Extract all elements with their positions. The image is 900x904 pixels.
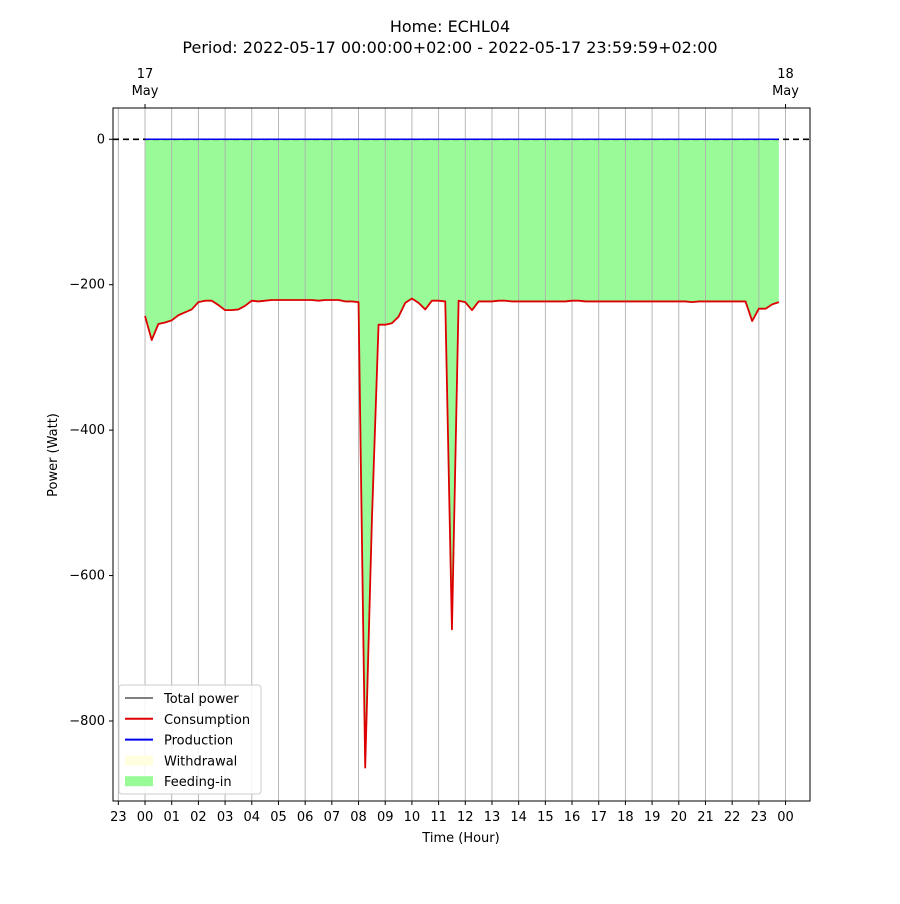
x-tick-label: 23 — [110, 810, 127, 825]
x-tick-label: 14 — [510, 810, 527, 825]
x-tick-label: 12 — [457, 810, 474, 825]
x-tick-label: 17 — [590, 810, 607, 825]
x-tick-label: 03 — [217, 810, 234, 825]
y-tick-label: −600 — [69, 569, 105, 584]
y-tick-label: −200 — [69, 278, 105, 293]
x-tick-label: 15 — [537, 810, 554, 825]
x-tick-label: 21 — [697, 810, 714, 825]
feeding-in-area — [145, 139, 779, 768]
x-tick-label: 00 — [137, 810, 154, 825]
x-tick-label: 04 — [244, 810, 261, 825]
chart-subtitle: Period: 2022-05-17 00:00:00+02:00 - 2022… — [182, 38, 717, 57]
x-tick-label: 19 — [644, 810, 661, 825]
y-tick-label: −400 — [69, 423, 105, 438]
plot-area: 0 −200 −400 −600 −800 23 00 01 02 03 04 05 06 07 08 09 1… — [69, 67, 811, 825]
legend-label: Consumption — [164, 713, 250, 728]
x-axis-label: Time (Hour) — [421, 831, 499, 846]
x-tick-label: 02 — [190, 810, 207, 825]
y-tick-label: 0 — [97, 132, 105, 147]
x-tick-label: 13 — [484, 810, 501, 825]
legend-swatch-feeding-in — [125, 776, 153, 787]
chart-title: Home: ECHL04 — [390, 17, 510, 36]
axes-frame — [112, 107, 811, 802]
x-tick-label: 10 — [404, 810, 421, 825]
x-tick-label: 09 — [377, 810, 394, 825]
x-tick-label: 23 — [751, 810, 768, 825]
x-tick-label: 07 — [324, 810, 341, 825]
legend: Total power Consumption Production Withdraw… — [118, 684, 262, 795]
x-tick-label: 18 — [617, 810, 634, 825]
y-axis-label: Power (Watt) — [46, 413, 61, 497]
legend-label: Production — [164, 734, 233, 749]
y-tick-label: −800 — [69, 714, 105, 729]
x-tick-label: 06 — [297, 810, 314, 825]
x-tick-label: 01 — [163, 810, 180, 825]
top-tick-day: 17 — [137, 67, 154, 82]
top-tick-month: May — [132, 84, 159, 99]
x-tick-label: 05 — [270, 810, 287, 825]
x-tick-label: 22 — [724, 810, 741, 825]
x-tick-label: 08 — [350, 810, 367, 825]
x-tick-label: 11 — [430, 810, 447, 825]
x-tick-label: 20 — [671, 810, 688, 825]
x-tick-label: 16 — [564, 810, 581, 825]
x-tick-label: 00 — [777, 810, 794, 825]
legend-swatch-withdrawal — [125, 755, 153, 766]
top-tick-month: May — [772, 84, 799, 99]
legend-box — [118, 684, 262, 795]
series-line-consumption — [144, 297, 780, 769]
top-tick-day: 18 — [777, 67, 794, 82]
legend-label: Withdrawal — [164, 754, 237, 769]
legend-label: Feeding-in — [164, 775, 232, 790]
legend-label: Total power — [163, 692, 239, 707]
